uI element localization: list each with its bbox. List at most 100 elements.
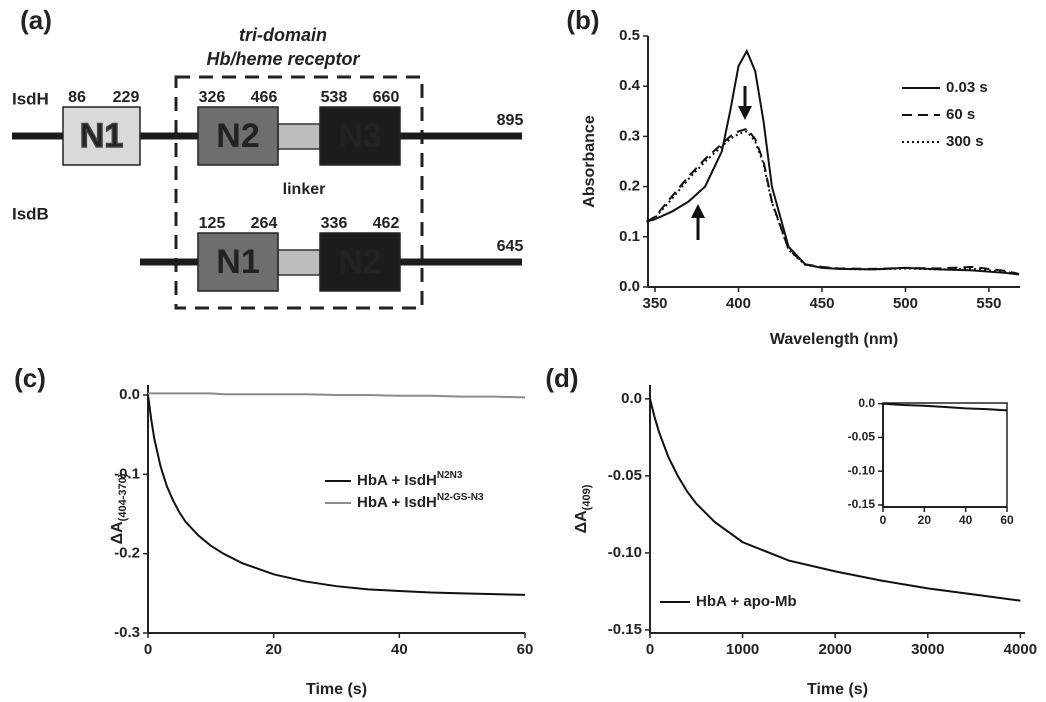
x-tick-label: 0 — [880, 513, 887, 527]
linker-box — [277, 249, 321, 276]
x-axis-label: Wavelength (nm) — [770, 331, 898, 348]
panel-label: (a) — [20, 5, 52, 35]
legend-label: HbA + IsdHN2-GS-N3 — [357, 492, 484, 511]
domain-end: 264 — [251, 215, 278, 232]
y-tick-label: 0.2 — [619, 178, 640, 195]
x-tick-label: 350 — [642, 295, 667, 312]
y-axis-label: ΔA(409) — [573, 484, 593, 533]
y-axis-label-main: ΔA — [109, 521, 126, 545]
x-tick-label: 0 — [646, 641, 654, 658]
domain-start: 326 — [199, 89, 226, 106]
protein-length: 645 — [497, 238, 524, 255]
panel-label: (b) — [566, 5, 599, 35]
x-tick-label: 450 — [809, 295, 834, 312]
y-tick-label: 0.0 — [619, 278, 640, 295]
protein-length: 895 — [497, 112, 524, 129]
x-tick-label: 20 — [918, 513, 932, 527]
y-tick-label: -0.15 — [608, 621, 642, 638]
y-tick-label: 0.3 — [619, 127, 640, 144]
legend-label: HbA + apo-Mb — [696, 593, 797, 610]
x-tick-label: 400 — [726, 295, 751, 312]
legend-label: 60 s — [946, 106, 975, 123]
domain-label: N1 — [80, 117, 123, 155]
domain-start: 125 — [199, 215, 226, 232]
tri-domain-box — [174, 75, 424, 310]
x-tick-label: 4000 — [1004, 641, 1037, 658]
legend-name: HbA + apo-Mb — [696, 593, 797, 610]
y-tick-label: -0.2 — [114, 545, 140, 562]
domain-start: 538 — [321, 89, 348, 106]
legend-name: 0.03 s — [946, 79, 988, 96]
domain-end: 229 — [113, 89, 140, 106]
annotation-arrows — [691, 86, 752, 240]
legend-superscript: N2-GS-N3 — [437, 492, 484, 503]
box-title: Hb/heme receptor — [206, 49, 360, 69]
x-tick-label: 0 — [144, 641, 152, 658]
domain-box — [319, 232, 401, 292]
arrow-head — [738, 106, 752, 120]
domain-label: N2 — [338, 243, 381, 281]
x-axis-label: Time (s) — [306, 681, 367, 698]
y-tick-label: -0.3 — [114, 624, 140, 641]
legend-name: HbA + IsdH — [357, 472, 437, 489]
y-axis-label-sub: (404-370) — [117, 473, 129, 521]
x-tick-label: 40 — [391, 641, 408, 658]
legend-name: 60 s — [946, 106, 975, 123]
data-line — [649, 398, 1021, 602]
domain-box — [62, 106, 141, 166]
arrow-head — [691, 204, 705, 218]
legend-superscript: N2N3 — [437, 470, 463, 481]
x-axis-label: Time (s) — [807, 681, 868, 698]
y-axis-label-sub: (409) — [581, 484, 593, 510]
data-line — [148, 392, 526, 399]
x-tick-label: 1000 — [726, 641, 759, 658]
legend-label: 0.03 s — [946, 79, 988, 96]
x-tick-label: 3000 — [911, 641, 944, 658]
y-tick-label: 0.0 — [858, 396, 875, 410]
domain-box — [197, 232, 279, 292]
x-tick-label: 60 — [517, 641, 534, 658]
y-tick-label: -0.05 — [848, 430, 876, 444]
legend-label: 300 s — [946, 133, 984, 150]
domain-label: N2 — [216, 117, 259, 155]
domain-box — [319, 106, 401, 166]
linker-box — [277, 123, 321, 150]
y-tick-label: 0.5 — [619, 27, 640, 44]
y-tick-label: -0.1 — [114, 465, 140, 482]
domain-start: 336 — [321, 215, 348, 232]
domain-label: N3 — [338, 117, 381, 155]
x-tick-label: 500 — [893, 295, 918, 312]
box-title: tri-domain — [239, 25, 327, 45]
y-axis-label-main: Absorbance — [581, 115, 598, 208]
data-line — [882, 402, 1008, 412]
domain-end: 462 — [373, 215, 400, 232]
legend-name: 300 s — [946, 133, 984, 150]
y-tick-label: 0.4 — [619, 77, 641, 94]
y-axis-label: ΔA(404-370) — [109, 473, 129, 544]
domain-label: N1 — [216, 243, 259, 281]
y-tick-label: -0.15 — [848, 497, 876, 511]
x-tick-label: 2000 — [818, 641, 851, 658]
domain-end: 466 — [251, 89, 278, 106]
linker-label: linker — [283, 181, 326, 198]
domain-start: 86 — [68, 89, 86, 106]
panel-label: (c) — [14, 363, 46, 393]
y-axis-label: Absorbance — [581, 115, 598, 208]
y-tick-label: -0.10 — [608, 544, 642, 561]
y-axis-label-main: ΔA — [573, 510, 590, 534]
domain-box — [197, 106, 279, 166]
panel-label: (d) — [545, 363, 578, 393]
legend-name: HbA + IsdH — [357, 494, 437, 511]
protein-name: IsdB — [12, 204, 49, 223]
legend-label: HbA + IsdHN2N3 — [357, 470, 463, 489]
data-line — [147, 394, 526, 596]
x-tick-label: 550 — [976, 295, 1001, 312]
x-tick-label: 40 — [959, 513, 973, 527]
y-tick-label: -0.10 — [848, 463, 876, 477]
y-tick-label: 0.0 — [119, 386, 140, 403]
x-tick-label: 60 — [1000, 513, 1014, 527]
y-tick-label: -0.05 — [608, 467, 642, 484]
x-tick-label: 20 — [265, 641, 282, 658]
